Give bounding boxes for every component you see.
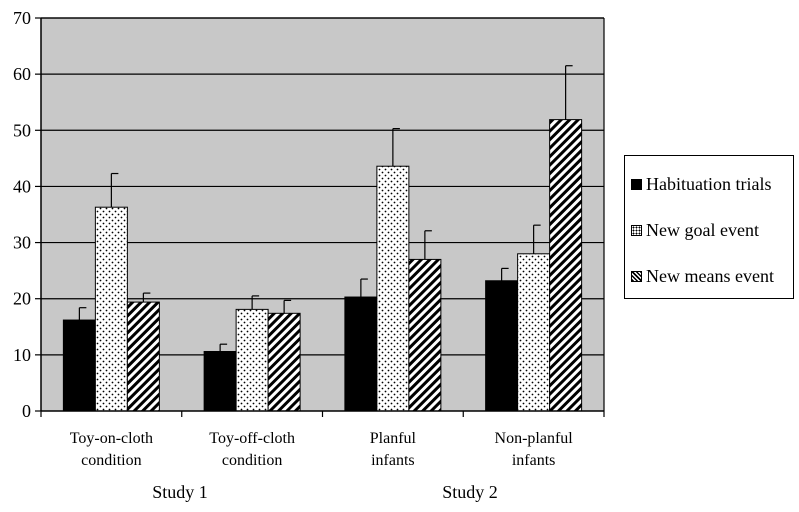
- legend-swatch-dots: [631, 224, 642, 236]
- y-tick-labels: 0 10 20 30 40 50 60 70: [13, 8, 31, 421]
- x-tick-label: Non-planful: [495, 430, 574, 447]
- x-tick-label: Planful: [370, 430, 417, 447]
- x-tick-labels: Toy-on-cloth condition Toy-off-cloth condit…: [70, 430, 574, 469]
- legend-item-new-means: New means event: [631, 266, 774, 286]
- y-tick-label: 10: [13, 345, 31, 365]
- bar: [62, 319, 96, 412]
- x-tick-label: infants: [512, 452, 556, 469]
- legend: Habituation trials New goal event New me…: [624, 155, 794, 299]
- bar: [126, 301, 160, 412]
- bar: [517, 253, 551, 412]
- y-tick-label: 30: [13, 233, 31, 253]
- x-tick-label: Toy-on-cloth: [70, 430, 153, 447]
- y-tick-label: 70: [13, 8, 31, 28]
- legend-item-habituation: Habituation trials: [631, 174, 771, 194]
- y-tick-label: 20: [13, 289, 31, 309]
- y-tick-label: 50: [13, 120, 31, 140]
- legend-label: Habituation trials: [646, 173, 772, 194]
- legend-swatch-hatch: [631, 270, 642, 282]
- bar: [549, 119, 583, 412]
- bar: [94, 206, 128, 412]
- legend-swatch-solid: [631, 178, 642, 190]
- axes: [35, 17, 605, 417]
- x-tick-label: condition: [81, 452, 141, 469]
- bar: [408, 258, 442, 412]
- y-tick-label: 60: [13, 64, 31, 84]
- bar: [485, 280, 519, 412]
- bar: [376, 165, 410, 412]
- bar: [203, 350, 237, 412]
- legend-label: New means event: [646, 265, 774, 286]
- legend-item-new-goal: New goal event: [631, 220, 759, 240]
- x-tick-label: infants: [371, 452, 415, 469]
- bar: [235, 308, 269, 412]
- group-label-study-1: Study 1: [152, 482, 208, 502]
- group-label-study-2: Study 2: [442, 482, 498, 502]
- y-tick-label: 0: [22, 401, 31, 421]
- error-bars: [78, 65, 573, 352]
- bar: [267, 312, 301, 412]
- legend-label: New goal event: [646, 219, 759, 240]
- x-tick-label: condition: [222, 452, 282, 469]
- bar: [344, 296, 378, 412]
- y-tick-label: 40: [13, 176, 31, 196]
- x-tick-label: Toy-off-cloth: [209, 430, 295, 447]
